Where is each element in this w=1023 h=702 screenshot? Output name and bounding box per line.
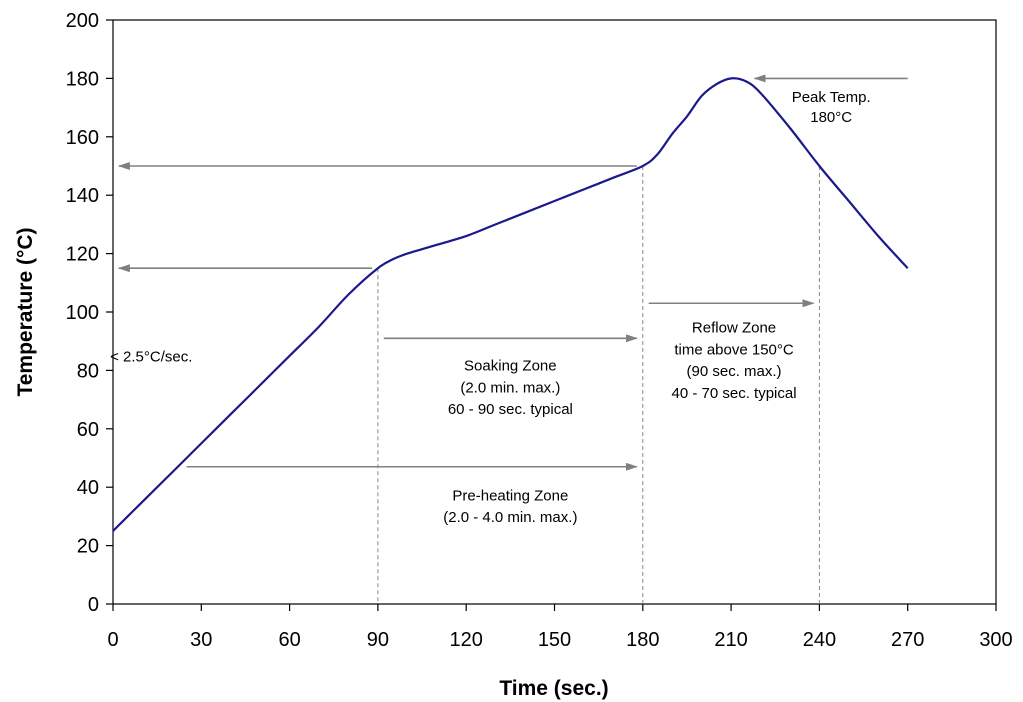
y-tick-label: 180	[66, 68, 99, 90]
annotation-label: 180°C	[810, 109, 852, 126]
x-tick-label: 180	[626, 629, 659, 651]
y-tick-label: 100	[66, 302, 99, 324]
x-tick-label: 270	[891, 629, 924, 651]
annotation-label: Pre-heating Zone	[452, 487, 568, 504]
x-tick-label: 240	[803, 629, 836, 651]
annotation-label: time above 150°C	[674, 341, 794, 358]
x-tick-label: 0	[107, 629, 118, 651]
annotation-label: Soaking Zone	[464, 357, 557, 374]
x-tick-label: 60	[278, 629, 300, 651]
annotation-label: (2.0 min. max.)	[460, 379, 560, 396]
annotation-label: Reflow Zone	[692, 319, 776, 336]
y-tick-label: 20	[77, 536, 99, 558]
y-tick-label: 60	[77, 419, 99, 441]
y-tick-label: 140	[66, 185, 99, 207]
x-tick-label: 150	[538, 629, 571, 651]
y-tick-label: 80	[77, 360, 99, 382]
annotation-label: < 2.5°C/sec.	[110, 349, 192, 366]
x-axis-title: Time (sec.)	[499, 677, 608, 700]
x-tick-label: 210	[714, 629, 747, 651]
y-tick-label: 120	[66, 244, 99, 266]
y-tick-label: 0	[88, 594, 99, 616]
temperature-curve-line	[112, 77, 909, 532]
annotation-label: (90 sec. max.)	[687, 363, 782, 380]
annotation-label: Peak Temp.	[792, 89, 871, 106]
x-tick-label: 30	[190, 629, 212, 651]
y-axis-title: Temperature (°C)	[14, 227, 37, 396]
x-tick-label: 120	[450, 629, 483, 651]
y-tick-label: 200	[66, 10, 99, 32]
y-tick-label: 160	[66, 127, 99, 149]
plot-area	[112, 19, 997, 605]
x-tick-label: 300	[979, 629, 1012, 651]
annotation-label: 60 - 90 sec. typical	[448, 401, 573, 418]
annotation-label: 40 - 70 sec. typical	[672, 385, 797, 402]
y-tick-label: 40	[77, 477, 99, 499]
x-tick-label: 90	[367, 629, 389, 651]
annotation-label: (2.0 - 4.0 min. max.)	[443, 509, 577, 526]
